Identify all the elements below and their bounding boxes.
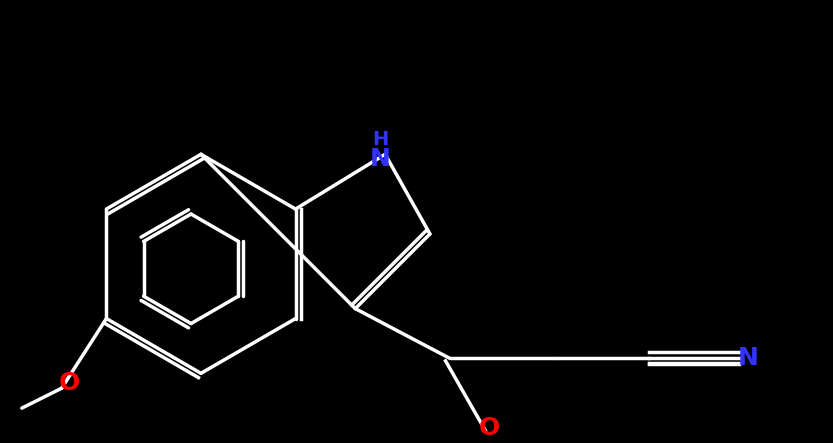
- Text: H: H: [372, 130, 388, 149]
- Text: N: N: [738, 346, 759, 370]
- Text: O: O: [479, 416, 501, 440]
- Text: O: O: [59, 371, 80, 395]
- Text: N: N: [370, 147, 391, 171]
